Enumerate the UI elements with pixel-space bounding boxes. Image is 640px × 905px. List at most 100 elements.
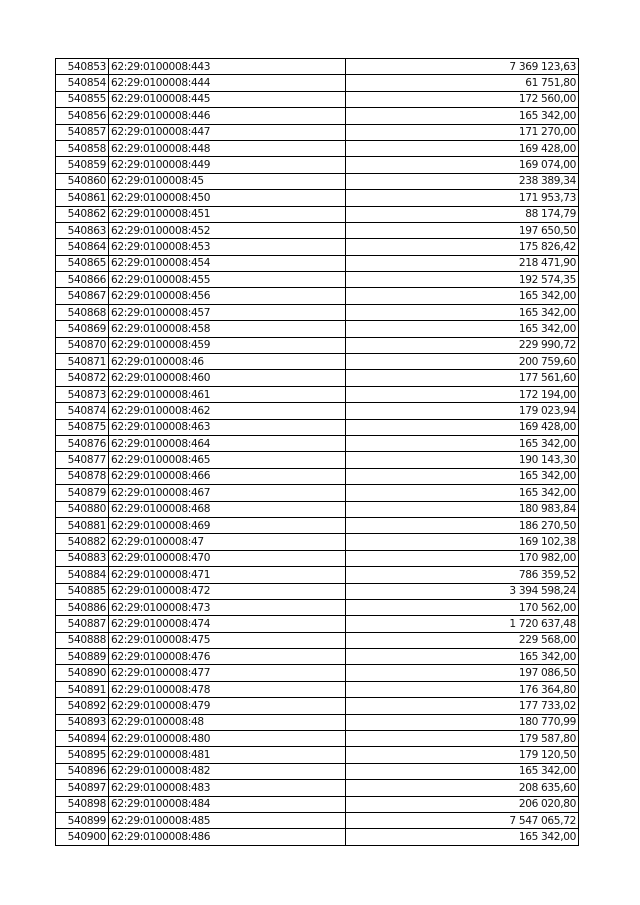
row-number-cell: 540900 — [55, 828, 109, 846]
cadastral-value-cell: 180 770,99 — [345, 713, 579, 732]
row-number-cell: 540866 — [55, 271, 109, 289]
cadastral-value-cell: 169 428,00 — [345, 139, 579, 158]
cadastral-number-cell: 62:29:0100008:483 — [108, 779, 346, 797]
row-number-cell: 540877 — [55, 451, 109, 469]
cadastral-value-cell: 169 428,00 — [345, 418, 579, 436]
row-number-cell: 540889 — [55, 648, 109, 666]
cadastral-value-cell: 165 342,00 — [345, 467, 579, 486]
cadastral-number-cell: 62:29:0100008:469 — [108, 516, 346, 535]
row-number-cell: 540890 — [55, 664, 109, 682]
cadastral-number-cell: 62:29:0100008:445 — [108, 90, 346, 109]
cadastral-number-cell: 62:29:0100008:456 — [108, 287, 346, 305]
table-row: 540887 62:29:0100008:474 1 720 637,48 — [55, 615, 579, 633]
cadastral-number-cell: 62:29:0100008:454 — [108, 254, 346, 273]
cadastral-value-cell: 165 342,00 — [345, 320, 579, 338]
cadastral-value-cell: 165 342,00 — [345, 648, 579, 666]
table-row: 540863 62:29:0100008:452 197 650,50 — [55, 221, 579, 240]
cadastral-number-cell: 62:29:0100008:468 — [108, 500, 346, 518]
cadastral-value-cell: 3 394 598,24 — [345, 582, 579, 600]
cadastral-number-cell: 62:29:0100008:476 — [108, 648, 346, 666]
cadastral-value-cell: 186 270,50 — [345, 516, 579, 535]
table-row: 540893 62:29:0100008:48 180 770,99 — [55, 713, 579, 732]
row-number-cell: 540897 — [55, 779, 109, 797]
row-number-cell: 540881 — [55, 516, 109, 535]
cadastral-value-cell: 197 650,50 — [345, 221, 579, 240]
table-row: 540870 62:29:0100008:459 229 990,72 — [55, 336, 579, 355]
row-number-cell: 540865 — [55, 254, 109, 273]
row-number-cell: 540860 — [55, 172, 109, 191]
table-row: 540861 62:29:0100008:450 171 953,73 — [55, 189, 579, 207]
table-row: 540859 62:29:0100008:449 169 074,00 — [55, 156, 579, 174]
cadastral-value-cell: 177 733,02 — [345, 697, 579, 715]
cadastral-value-table: 540853 62:29:0100008:443 7 369 123,63 54085… — [55, 57, 579, 846]
table-row: 540898 62:29:0100008:484 206 020,80 — [55, 795, 579, 813]
row-number-cell: 540856 — [55, 107, 109, 125]
cadastral-value-cell: 165 342,00 — [345, 107, 579, 125]
table-row: 540891 62:29:0100008:478 176 364,80 — [55, 680, 579, 699]
cadastral-number-cell: 62:29:0100008:481 — [108, 746, 346, 764]
table-row: 540881 62:29:0100008:469 186 270,50 — [55, 516, 579, 535]
table-row: 540869 62:29:0100008:458 165 342,00 — [55, 320, 579, 338]
cadastral-number-cell: 62:29:0100008:467 — [108, 484, 346, 502]
cadastral-value-cell: 7 547 065,72 — [345, 811, 579, 830]
table-row: 540867 62:29:0100008:456 165 342,00 — [55, 287, 579, 305]
cadastral-value-cell: 171 270,00 — [345, 123, 579, 141]
row-number-cell: 540896 — [55, 762, 109, 781]
table-row: 540895 62:29:0100008:481 179 120,50 — [55, 746, 579, 764]
cadastral-value-cell: 169 074,00 — [345, 156, 579, 174]
cadastral-number-cell: 62:29:0100008:464 — [108, 434, 346, 453]
table-row: 540876 62:29:0100008:464 165 342,00 — [55, 434, 579, 453]
row-number-cell: 540874 — [55, 402, 109, 420]
cadastral-number-cell: 62:29:0100008:475 — [108, 631, 346, 650]
table-row: 540890 62:29:0100008:477 197 086,50 — [55, 664, 579, 682]
cadastral-number-cell: 62:29:0100008:452 — [108, 221, 346, 240]
cadastral-value-cell: 177 561,60 — [345, 369, 579, 387]
cadastral-number-cell: 62:29:0100008:45 — [108, 172, 346, 191]
cadastral-number-cell: 62:29:0100008:480 — [108, 730, 346, 748]
cadastral-value-cell: 176 364,80 — [345, 680, 579, 699]
table-row: 540889 62:29:0100008:476 165 342,00 — [55, 648, 579, 666]
table-row: 540860 62:29:0100008:45 238 389,34 — [55, 172, 579, 191]
table-row: 540855 62:29:0100008:445 172 560,00 — [55, 90, 579, 109]
cadastral-number-cell: 62:29:0100008:450 — [108, 189, 346, 207]
row-number-cell: 540884 — [55, 566, 109, 584]
cadastral-value-cell: 170 562,00 — [345, 598, 579, 617]
row-number-cell: 540878 — [55, 467, 109, 486]
cadastral-number-cell: 62:29:0100008:446 — [108, 107, 346, 125]
row-number-cell: 540885 — [55, 582, 109, 600]
cadastral-number-cell: 62:29:0100008:48 — [108, 713, 346, 732]
table-row: 540879 62:29:0100008:467 165 342,00 — [55, 484, 579, 502]
table-row: 540896 62:29:0100008:482 165 342,00 — [55, 762, 579, 781]
cadastral-value-cell: 180 983,84 — [345, 500, 579, 518]
cadastral-number-cell: 62:29:0100008:449 — [108, 156, 346, 174]
row-number-cell: 540898 — [55, 795, 109, 813]
row-number-cell: 540854 — [55, 74, 109, 92]
cadastral-number-cell: 62:29:0100008:470 — [108, 549, 346, 568]
row-number-cell: 540864 — [55, 238, 109, 256]
table-row: 540872 62:29:0100008:460 177 561,60 — [55, 369, 579, 387]
table-row: 540886 62:29:0100008:473 170 562,00 — [55, 598, 579, 617]
cadastral-number-cell: 62:29:0100008:465 — [108, 451, 346, 469]
cadastral-value-cell: 238 389,34 — [345, 172, 579, 191]
cadastral-number-cell: 62:29:0100008:448 — [108, 139, 346, 158]
cadastral-value-cell: 172 560,00 — [345, 90, 579, 109]
cadastral-number-cell: 62:29:0100008:444 — [108, 74, 346, 92]
row-number-cell: 540853 — [55, 57, 109, 76]
row-number-cell: 540862 — [55, 205, 109, 223]
row-number-cell: 540875 — [55, 418, 109, 436]
table-row: 540900 62:29:0100008:486 165 342,00 — [55, 828, 579, 846]
cadastral-value-cell: 200 759,60 — [345, 353, 579, 371]
cadastral-number-cell: 62:29:0100008:451 — [108, 205, 346, 223]
row-number-cell: 540899 — [55, 811, 109, 830]
row-number-cell: 540876 — [55, 434, 109, 453]
cadastral-number-cell: 62:29:0100008:455 — [108, 271, 346, 289]
cadastral-value-cell: 190 143,30 — [345, 451, 579, 469]
table-row: 540853 62:29:0100008:443 7 369 123,63 — [55, 57, 579, 76]
cadastral-value-cell: 169 102,38 — [345, 533, 579, 551]
row-number-cell: 540861 — [55, 189, 109, 207]
cadastral-value-cell: 61 751,80 — [345, 74, 579, 92]
cadastral-value-cell: 192 574,35 — [345, 271, 579, 289]
row-number-cell: 540863 — [55, 221, 109, 240]
table-row: 540892 62:29:0100008:479 177 733,02 — [55, 697, 579, 715]
cadastral-number-cell: 62:29:0100008:478 — [108, 680, 346, 699]
